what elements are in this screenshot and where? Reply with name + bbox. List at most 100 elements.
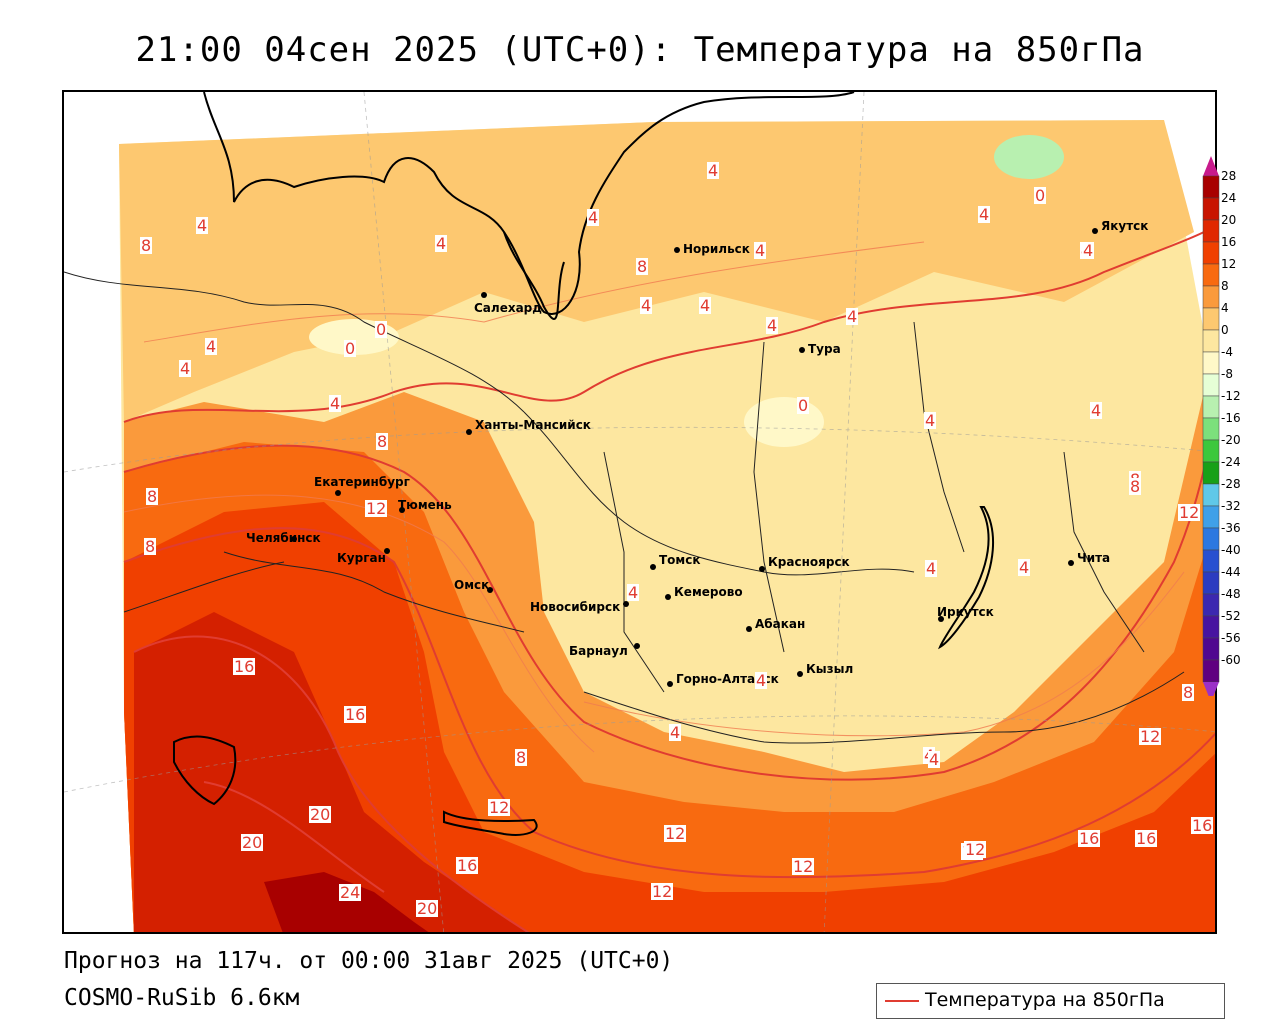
colorbar-swatch xyxy=(1202,659,1220,683)
colorbar-swatch xyxy=(1202,329,1220,353)
isotherm-16 xyxy=(133,635,530,932)
city-marker xyxy=(799,347,805,353)
contour-thin-2 xyxy=(583,571,1185,737)
colorbar-swatch xyxy=(1202,593,1220,617)
colorbar-tick-label: -20 xyxy=(1221,433,1241,447)
isotherm-value-label: 4 xyxy=(179,359,192,378)
colorbar-bottom-arrow xyxy=(1203,682,1219,696)
colorbar-swatch xyxy=(1202,351,1220,375)
city-marker xyxy=(634,643,640,649)
city-marker xyxy=(797,671,803,677)
city-marker xyxy=(650,564,656,570)
city-marker xyxy=(335,490,341,496)
isotherm-value-label: 0 xyxy=(375,320,388,339)
model-info: COSMO-RuSib 6.6км xyxy=(64,985,300,1011)
isotherm-value-label: 12 xyxy=(651,882,674,901)
city-marker xyxy=(399,507,405,513)
colorbar-swatch xyxy=(1202,263,1220,287)
colorbar-swatch xyxy=(1202,483,1220,507)
colorbar-swatch xyxy=(1202,505,1220,529)
isotherm-value-label: 16 xyxy=(1078,829,1101,848)
isotherm-value-label: 12 xyxy=(488,798,511,817)
colorbar-tick-label: -12 xyxy=(1221,389,1241,403)
isotherm-8 xyxy=(123,400,1215,781)
border-5 xyxy=(913,321,965,553)
band-24 xyxy=(264,872,429,932)
isotherm-value-label: 8 xyxy=(515,748,528,767)
isotherm-value-label: 4 xyxy=(699,296,712,315)
city-label: Ханты-Мансийск xyxy=(475,418,591,432)
colorbar-swatch xyxy=(1202,241,1220,265)
contour-thin-3 xyxy=(143,241,925,343)
isotherm-value-label: 4 xyxy=(978,205,991,224)
graticule-1 xyxy=(64,715,1215,793)
city-label: Норильск xyxy=(683,242,750,256)
map-legend: Температура на 850гПа xyxy=(876,983,1225,1019)
city-label: Иркутск xyxy=(937,605,994,619)
isotherm-12 xyxy=(123,527,1215,879)
city-label: Кемерово xyxy=(674,585,743,599)
city-marker xyxy=(674,247,680,253)
border-2 xyxy=(523,411,915,576)
colorbar-swatch xyxy=(1202,395,1220,419)
city-label: Салехард xyxy=(474,301,542,315)
border-1 xyxy=(64,271,525,413)
colorbar-tick-label: -56 xyxy=(1221,631,1241,645)
isotherm-value-label: 12 xyxy=(365,499,388,518)
colorbar-tick-label: -4 xyxy=(1221,345,1233,359)
isotherm-value-label: 20 xyxy=(309,805,332,824)
map-title: 21:00 04сен 2025 (UTC+0): Температура на… xyxy=(135,30,1145,70)
isotherm-value-label: 12 xyxy=(664,824,687,843)
band-16 xyxy=(124,502,1215,932)
colorbar-tick-label: -24 xyxy=(1221,455,1241,469)
coastline-arctic xyxy=(203,92,855,315)
border-9 xyxy=(123,561,285,613)
city-label: Кызыл xyxy=(806,662,854,676)
isotherm-value-label: 8 xyxy=(1182,683,1195,702)
isotherm-value-label: 4 xyxy=(1018,558,1031,577)
colorbar-swatch xyxy=(1202,307,1220,331)
colorbar-tick-label: -8 xyxy=(1221,367,1233,381)
isotherm-value-label: 16 xyxy=(344,705,367,724)
isotherm-value-label: 12 xyxy=(964,840,987,859)
colorbar: 28 24 20 16 12 8 4 0 -4 -8 -12 -16 -20 -24 -28 -32 -36 -4… xyxy=(1201,156,1273,696)
city-label: Екатеринбург xyxy=(314,475,410,489)
isotherm-value-label: 4 xyxy=(925,559,938,578)
city-marker xyxy=(746,626,752,632)
city-marker xyxy=(487,587,493,593)
colorbar-swatch xyxy=(1202,549,1220,573)
isotherm-value-label: 8 xyxy=(144,537,157,556)
colorbar-swatch xyxy=(1202,571,1220,595)
colorbar-tick-label: 16 xyxy=(1221,235,1237,249)
city-label: Тура xyxy=(808,342,841,356)
colorbar-swatch xyxy=(1202,461,1220,485)
forecast-map[interactable]: Норильск Якутск Салехард Тура Ханты-Мансийск… xyxy=(62,90,1217,934)
isotherm-value-label: 8 xyxy=(636,257,649,276)
isotherm-value-label: 12 xyxy=(1139,727,1162,746)
colorbar-top-arrow xyxy=(1203,156,1219,176)
colorbar-tick-label: -32 xyxy=(1221,499,1241,513)
colorbar-swatch xyxy=(1202,527,1220,551)
border-4 xyxy=(753,341,785,653)
city-label: Омск xyxy=(454,578,490,592)
city-marker xyxy=(623,601,629,607)
colorbar-tick-label: 8 xyxy=(1221,279,1229,293)
isotherm-value-label: 0 xyxy=(344,339,357,358)
colorbar-tick-label: -44 xyxy=(1221,565,1241,579)
band-20 xyxy=(134,612,529,932)
isotherm-value-label: 4 xyxy=(196,216,209,235)
temperature-field xyxy=(64,92,1215,932)
city-marker xyxy=(665,594,671,600)
isotherm-value-label: 4 xyxy=(766,316,779,335)
city-marker xyxy=(291,536,297,542)
colorbar-tick-label: 24 xyxy=(1221,191,1237,205)
city-marker xyxy=(1092,228,1098,234)
isotherm-value-label: 4 xyxy=(928,750,941,769)
isotherm-value-label: 20 xyxy=(416,899,439,918)
isotherm-value-label: 4 xyxy=(707,161,720,180)
colorbar-swatch xyxy=(1202,285,1220,309)
colorbar-swatch xyxy=(1202,219,1220,243)
colorbar-tick-label: 4 xyxy=(1221,301,1229,315)
isotherm-value-label: 8 xyxy=(376,432,389,451)
forecast-info: Прогноз на 117ч. от 00:00 31авг 2025 (UT… xyxy=(64,948,674,974)
